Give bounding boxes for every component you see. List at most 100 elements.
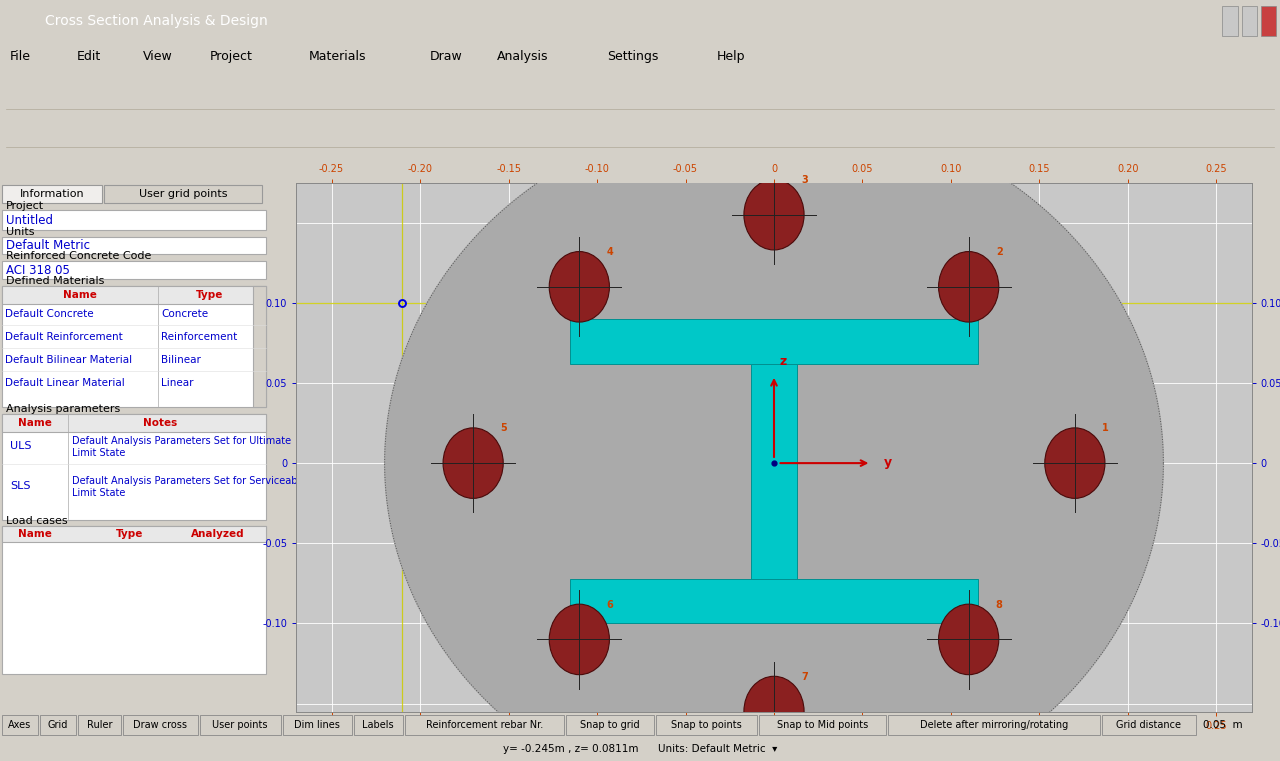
Text: Snap to grid: Snap to grid xyxy=(580,720,640,730)
Text: Information: Information xyxy=(19,189,84,199)
Text: 0.05  m: 0.05 m xyxy=(1203,720,1243,730)
Bar xyxy=(759,715,886,735)
Text: Limit State: Limit State xyxy=(72,448,125,458)
Text: 5: 5 xyxy=(500,423,507,433)
Bar xyxy=(104,185,262,202)
Text: Default Bilinear Material: Default Bilinear Material xyxy=(5,355,132,365)
Bar xyxy=(3,209,266,230)
Text: Units: Units xyxy=(6,227,35,237)
Text: Load cases: Load cases xyxy=(6,516,68,526)
Bar xyxy=(3,526,266,542)
Text: Bilinear: Bilinear xyxy=(161,355,201,365)
Text: Default Concrete: Default Concrete xyxy=(5,310,93,320)
Bar xyxy=(3,185,102,202)
Text: Ruler: Ruler xyxy=(87,720,113,730)
Text: ACI 318 05: ACI 318 05 xyxy=(6,264,70,277)
Bar xyxy=(78,715,120,735)
Text: View: View xyxy=(143,49,173,63)
Text: Defined Materials: Defined Materials xyxy=(6,276,105,286)
Ellipse shape xyxy=(443,428,503,498)
Text: Help: Help xyxy=(717,49,745,63)
Bar xyxy=(3,286,266,304)
Bar xyxy=(3,262,266,279)
Text: Default Analysis Parameters Set for Serviceability: Default Analysis Parameters Set for Serv… xyxy=(72,476,315,486)
Text: 4: 4 xyxy=(607,247,613,257)
Bar xyxy=(123,715,197,735)
Text: Default Reinforcement: Default Reinforcement xyxy=(5,333,123,342)
Text: 2: 2 xyxy=(996,247,1002,257)
Bar xyxy=(3,286,266,407)
Text: Linear: Linear xyxy=(161,378,193,388)
Bar xyxy=(1261,6,1276,36)
Text: Limit State: Limit State xyxy=(72,488,125,498)
Text: Dim lines: Dim lines xyxy=(294,720,340,730)
Ellipse shape xyxy=(549,252,609,322)
Text: Type: Type xyxy=(116,529,143,539)
Text: Grid: Grid xyxy=(47,720,68,730)
Bar xyxy=(1242,6,1257,36)
Text: Snap to Mid points: Snap to Mid points xyxy=(777,720,868,730)
Bar xyxy=(571,578,978,623)
Bar xyxy=(751,364,797,578)
Bar xyxy=(3,414,266,432)
Polygon shape xyxy=(385,110,1164,761)
Bar xyxy=(888,715,1100,735)
Text: User points: User points xyxy=(212,720,268,730)
Text: Project: Project xyxy=(210,49,252,63)
Text: Analyzed: Analyzed xyxy=(191,529,244,539)
Text: y: y xyxy=(883,457,892,470)
Text: Reinforcement rebar Nr.: Reinforcement rebar Nr. xyxy=(426,720,543,730)
Bar xyxy=(200,715,282,735)
Text: Materials: Materials xyxy=(310,49,366,63)
Text: Snap to points: Snap to points xyxy=(671,720,742,730)
Text: Labels: Labels xyxy=(362,720,394,730)
Bar xyxy=(3,715,38,735)
Bar xyxy=(657,715,756,735)
Text: Untitled: Untitled xyxy=(6,214,52,227)
Bar xyxy=(253,286,266,407)
Bar xyxy=(3,414,266,520)
Text: Default Metric: Default Metric xyxy=(6,239,90,252)
Text: 8: 8 xyxy=(996,600,1002,610)
Text: 3: 3 xyxy=(801,175,808,185)
Text: Grid distance: Grid distance xyxy=(1116,720,1181,730)
Text: z: z xyxy=(780,355,786,368)
Ellipse shape xyxy=(938,604,998,675)
Text: Default Linear Material: Default Linear Material xyxy=(5,378,124,388)
Ellipse shape xyxy=(744,180,804,250)
Ellipse shape xyxy=(1044,428,1105,498)
Text: 7: 7 xyxy=(801,672,808,682)
Text: Name: Name xyxy=(18,529,52,539)
Text: User grid points: User grid points xyxy=(138,189,228,199)
Text: Type: Type xyxy=(196,291,224,301)
Bar xyxy=(571,319,978,364)
Text: Delete after mirroring/rotating: Delete after mirroring/rotating xyxy=(919,720,1068,730)
Bar xyxy=(404,715,564,735)
Text: Name: Name xyxy=(18,418,52,428)
Bar xyxy=(1222,6,1238,36)
Text: Analysis: Analysis xyxy=(497,49,548,63)
Text: Default Analysis Parameters Set for Ultimate: Default Analysis Parameters Set for Ulti… xyxy=(72,436,291,446)
Text: Concrete: Concrete xyxy=(161,310,209,320)
Text: 1: 1 xyxy=(1102,423,1108,433)
Text: Notes: Notes xyxy=(143,418,177,428)
Text: SLS: SLS xyxy=(10,481,31,491)
Bar xyxy=(283,715,352,735)
Text: Axes: Axes xyxy=(9,720,32,730)
Bar xyxy=(3,526,266,673)
Text: Reinforcement: Reinforcement xyxy=(161,333,237,342)
Bar xyxy=(353,715,402,735)
Text: Edit: Edit xyxy=(77,49,101,63)
Ellipse shape xyxy=(938,252,998,322)
Bar xyxy=(40,715,76,735)
Text: ULS: ULS xyxy=(10,441,32,451)
Ellipse shape xyxy=(549,604,609,675)
Bar xyxy=(1102,715,1196,735)
Text: Draw cross: Draw cross xyxy=(133,720,187,730)
Ellipse shape xyxy=(744,677,804,747)
Text: Project: Project xyxy=(6,201,44,211)
Text: Name: Name xyxy=(63,291,97,301)
Text: Analysis parameters: Analysis parameters xyxy=(6,404,120,414)
Text: 6: 6 xyxy=(607,600,613,610)
Text: Settings: Settings xyxy=(607,49,658,63)
